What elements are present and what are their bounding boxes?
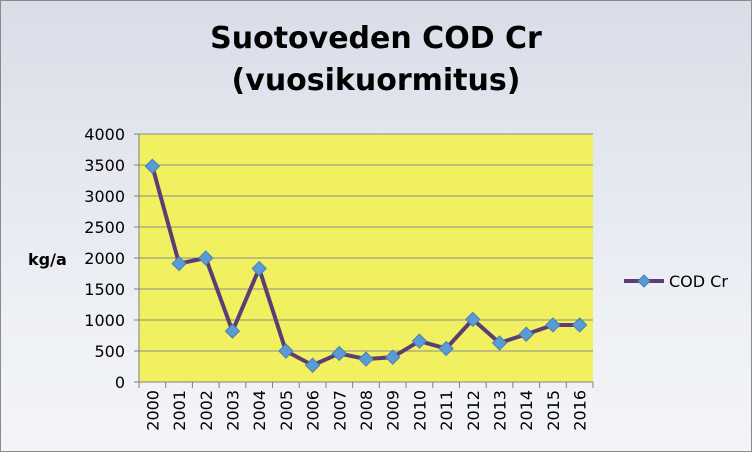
- y-tick-label: 500: [94, 342, 125, 361]
- chart-title: Suotoveden COD Cr (vuosikuormitus): [210, 21, 542, 98]
- data-point-marker: [438, 340, 454, 357]
- data-point-marker: [224, 323, 241, 339]
- x-tick-label: 2009: [384, 390, 403, 431]
- data-point-marker: [545, 317, 561, 333]
- y-tick-label: 1500: [84, 280, 125, 299]
- y-axis-label: kg/a: [28, 250, 67, 269]
- data-point-marker: [491, 335, 508, 351]
- data-point-marker: [171, 255, 187, 272]
- y-tick-label: 0: [115, 373, 125, 392]
- x-tick-label: 2010: [410, 390, 429, 431]
- legend-entry-label: COD Cr: [669, 272, 728, 291]
- x-tick-label: 2013: [491, 390, 510, 431]
- data-point-marker: [278, 343, 294, 359]
- data-point-marker: [358, 351, 374, 367]
- x-tick-label: 2007: [330, 390, 349, 431]
- data-point-marker: [331, 345, 348, 362]
- y-tick-label: 2500: [84, 218, 125, 237]
- data-point-marker: [144, 158, 161, 174]
- y-tick-label: 1000: [84, 311, 125, 330]
- x-tick-label: 2004: [250, 390, 269, 431]
- legend-marker-swatch: [637, 274, 651, 288]
- data-point-marker: [251, 260, 267, 277]
- data-point-marker: [518, 326, 534, 342]
- y-tick-label: 3000: [84, 187, 125, 206]
- x-tick-label: 2011: [437, 390, 456, 431]
- data-point-marker: [411, 333, 428, 349]
- x-tick-label: 2015: [544, 390, 563, 431]
- x-tick-label: 2006: [304, 390, 323, 431]
- x-tick-label: 2000: [143, 390, 162, 431]
- data-point-marker: [571, 317, 588, 333]
- x-tick-label: 2008: [357, 390, 376, 431]
- y-tick-label: 3500: [84, 156, 125, 175]
- x-tick-label: 2003: [223, 390, 242, 431]
- x-tick-label: 2012: [464, 390, 483, 431]
- data-point-marker: [198, 250, 214, 266]
- y-tick-label: 2000: [84, 249, 125, 268]
- data-point-marker: [304, 357, 321, 373]
- x-tick-label: 2014: [517, 390, 536, 431]
- x-tick-label: 2016: [571, 390, 590, 431]
- x-tick-label: 2005: [277, 390, 296, 431]
- data-point-marker: [465, 311, 481, 328]
- x-tick-label: 2001: [170, 390, 189, 431]
- x-tick-label: 2002: [197, 390, 216, 431]
- y-tick-label: 4000: [84, 125, 125, 144]
- data-point-marker: [384, 349, 401, 365]
